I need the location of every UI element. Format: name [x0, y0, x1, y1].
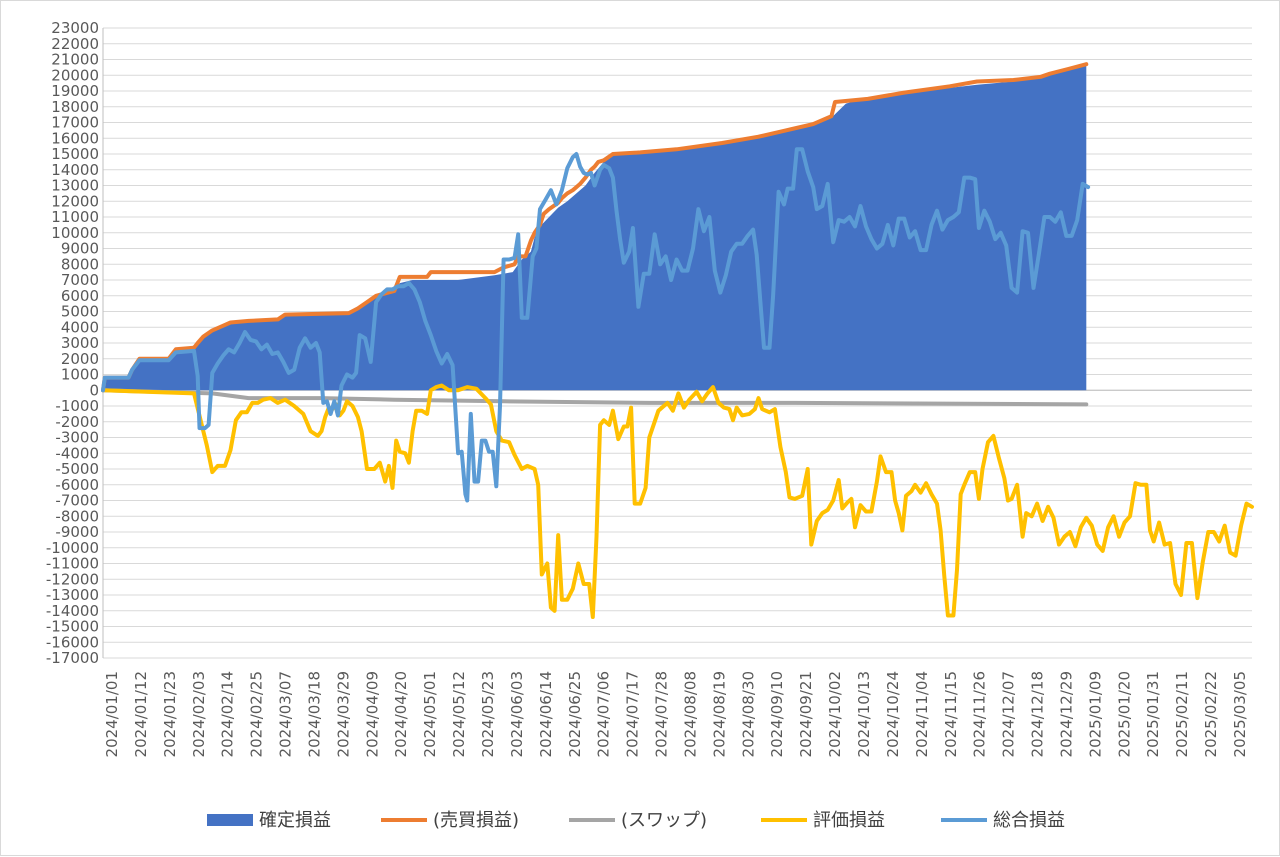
y-tick-label: 23000	[51, 19, 99, 37]
y-tick-label: 18000	[51, 98, 99, 116]
legend-swatch	[207, 814, 253, 826]
y-tick-label: -5000	[55, 460, 99, 478]
x-tick-label: 2024/08/19	[710, 671, 728, 757]
x-tick-label: 2024/05/01	[421, 671, 439, 757]
y-tick-label: -1000	[55, 397, 99, 415]
legend-label: 確定損益	[259, 810, 331, 831]
x-tick-label: 2024/12/18	[1029, 671, 1047, 757]
x-tick-label: 2024/07/17	[624, 671, 642, 757]
x-tick-label: 2024/05/23	[479, 671, 497, 757]
y-tick-label: -12000	[46, 570, 99, 588]
y-tick-label: 12000	[51, 192, 99, 210]
y-tick-label: -11000	[46, 555, 99, 573]
plot-area	[101, 62, 1254, 619]
y-tick-label: 2000	[61, 350, 99, 368]
x-tick-label: 2025/01/09	[1086, 671, 1104, 757]
x-tick-label: 2025/02/11	[1173, 671, 1191, 757]
y-tick-label: 8000	[61, 255, 99, 273]
y-tick-label: -16000	[46, 633, 99, 651]
x-tick-label: 2025/02/22	[1202, 671, 1220, 757]
x-tick-label: 2024/01/01	[103, 671, 121, 757]
series-area-0	[103, 65, 1087, 391]
legend-label: 総合損益	[993, 810, 1065, 831]
y-tick-label: 3000	[61, 334, 99, 352]
legend: 確定損益 (売買損益) (スワップ) 評価損益 総合損益	[207, 810, 1065, 831]
y-tick-label: 21000	[51, 51, 99, 69]
y-tick-label: 9000	[61, 240, 99, 258]
x-tick-label: 2024/03/29	[334, 671, 352, 757]
x-tick-label: 2024/10/24	[884, 671, 902, 757]
y-tick-label: -3000	[55, 429, 99, 447]
x-tick-label: 2024/04/09	[363, 671, 381, 757]
x-tick-label: 2024/01/12	[132, 671, 150, 757]
x-tick-label: 2024/10/13	[855, 671, 873, 757]
series-line-2	[101, 388, 1089, 407]
series-line-4	[101, 147, 1091, 503]
y-tick-label: 19000	[51, 82, 99, 100]
x-tick-label: 2024/08/08	[682, 671, 700, 757]
x-tick-label: 2024/03/18	[306, 671, 324, 757]
y-tick-label: 16000	[51, 129, 99, 147]
y-tick-label: 4000	[61, 318, 99, 336]
y-tick-label: 15000	[51, 145, 99, 163]
y-tick-label: 7000	[61, 271, 99, 289]
legend-label: 評価損益	[813, 810, 885, 831]
x-tick-label: 2024/08/30	[739, 671, 757, 757]
x-tick-label: 2025/03/05	[1231, 671, 1249, 757]
y-tick-label: -4000	[55, 444, 99, 462]
y-tick-label: 1000	[61, 366, 99, 384]
x-tick-label: 2024/05/12	[450, 671, 468, 757]
y-tick-label: -10000	[46, 539, 99, 557]
legend-label: (売買損益)	[433, 810, 519, 831]
x-tick-label: 2024/06/25	[566, 671, 584, 757]
x-tick-label: 2024/11/04	[913, 671, 931, 757]
y-tick-label: 20000	[51, 66, 99, 84]
x-tick-label: 2024/10/02	[826, 671, 844, 757]
x-tick-label: 2024/07/06	[595, 671, 613, 757]
x-tick-label: 2024/11/26	[971, 671, 989, 757]
y-tick-label: -9000	[55, 523, 99, 541]
series-line-3	[101, 383, 1254, 619]
x-tick-label: 2024/07/28	[653, 671, 671, 757]
x-tick-label: 2024/02/14	[219, 671, 237, 757]
y-tick-label: 14000	[51, 161, 99, 179]
x-tick-label: 2024/12/29	[1058, 671, 1076, 757]
y-tick-label: 6000	[61, 287, 99, 305]
y-tick-label: -6000	[55, 476, 99, 494]
x-tick-label: 2024/02/03	[190, 671, 208, 757]
y-tick-label: 11000	[51, 208, 99, 226]
x-tick-label: 2024/02/25	[248, 671, 266, 757]
x-tick-label: 2024/04/20	[392, 671, 410, 757]
x-tick-label: 2025/01/20	[1115, 671, 1133, 757]
y-tick-label: 13000	[51, 177, 99, 195]
y-tick-label: -17000	[46, 649, 99, 667]
y-tick-label: -8000	[55, 507, 99, 525]
y-tick-label: -7000	[55, 492, 99, 510]
y-tick-label: 22000	[51, 35, 99, 53]
legend-label: (スワップ)	[621, 810, 707, 831]
x-tick-label: 2024/09/10	[768, 671, 786, 757]
x-tick-label: 2024/09/21	[797, 671, 815, 757]
x-axis: 2024/01/01 2024/01/12 2024/01/23 2024/02/03…	[103, 389, 1252, 757]
y-tick-label: 17000	[51, 114, 99, 132]
x-tick-label: 2024/12/07	[1000, 671, 1018, 757]
x-tick-label: 2024/03/07	[277, 671, 295, 757]
x-tick-label: 2024/11/15	[942, 671, 960, 757]
x-tick-label: 2024/06/14	[537, 671, 555, 757]
y-tick-label: 0	[89, 381, 99, 399]
y-tick-label: -2000	[55, 413, 99, 431]
x-tick-label: 2024/01/23	[161, 671, 179, 757]
x-tick-label: 2025/01/31	[1144, 671, 1162, 757]
y-tick-label: -15000	[46, 618, 99, 636]
y-tick-label: 5000	[61, 303, 99, 321]
y-tick-label: -13000	[46, 586, 99, 604]
x-tick-label: 2024/06/03	[508, 671, 526, 757]
y-tick-label: 10000	[51, 224, 99, 242]
y-tick-label: -14000	[46, 602, 99, 620]
y-axis: -17000-16000-15000-14000-13000-12000-110…	[46, 19, 104, 667]
